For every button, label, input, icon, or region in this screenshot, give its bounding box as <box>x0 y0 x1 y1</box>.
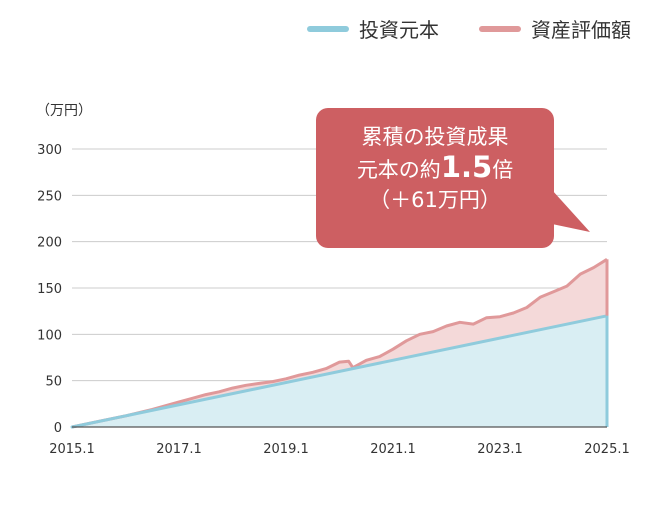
callout-line-3: （＋61万円） <box>369 188 501 212</box>
line-principal <box>70 314 609 429</box>
legend-item-value: 資産評価額 <box>479 14 631 43</box>
y-tick-label-100: 100 <box>37 328 62 343</box>
y-tick-label-250: 250 <box>37 189 62 204</box>
callout-post: 倍 <box>492 158 514 182</box>
legend-label-principal: 投資元本 <box>359 18 439 42</box>
y-tick-labels: 0 50 100 150 200 250 300 <box>37 143 62 436</box>
legend-swatch-principal <box>307 25 349 32</box>
callout-pre: 元本の約 <box>356 158 441 182</box>
legend-swatch-value <box>479 25 521 32</box>
legend: 投資元本 資産評価額 <box>307 14 631 43</box>
y-tick-label-0: 0 <box>54 421 62 436</box>
series-lines <box>70 258 609 429</box>
x-tick-label-2023.1: 2023.1 <box>477 442 523 457</box>
callout-box: 累積の投資成果 元本の約1.5倍 （＋61万円） <box>316 108 554 248</box>
x-tick-label-2025.1: 2025.1 <box>584 442 630 457</box>
x-tick-label-2015.1: 2015.1 <box>49 442 95 457</box>
callout-multiplier: 1.5 <box>440 150 493 184</box>
line-value <box>71 258 608 429</box>
callout-line-2: 元本の約1.5倍 <box>316 152 554 185</box>
y-tick-label-50: 50 <box>45 375 62 390</box>
y-tick-label-150: 150 <box>37 282 62 297</box>
x-tick-labels: 2015.1 2017.1 2019.1 2021.1 2023.1 2025.1 <box>49 442 630 457</box>
legend-label-value: 資産評価額 <box>531 18 631 42</box>
x-tick-label-2021.1: 2021.1 <box>370 442 416 457</box>
y-tick-label-200: 200 <box>37 236 62 251</box>
series-areas <box>72 259 607 427</box>
y-axis-unit-label: （万円） <box>36 103 92 119</box>
callout-tail <box>552 190 590 232</box>
legend-item-principal: 投資元本 <box>307 14 439 43</box>
callout-line-1: 累積の投資成果 <box>361 125 509 149</box>
x-tick-label-2019.1: 2019.1 <box>263 442 309 457</box>
y-tick-label-300: 300 <box>37 143 62 158</box>
x-tick-label-2017.1: 2017.1 <box>156 442 202 457</box>
